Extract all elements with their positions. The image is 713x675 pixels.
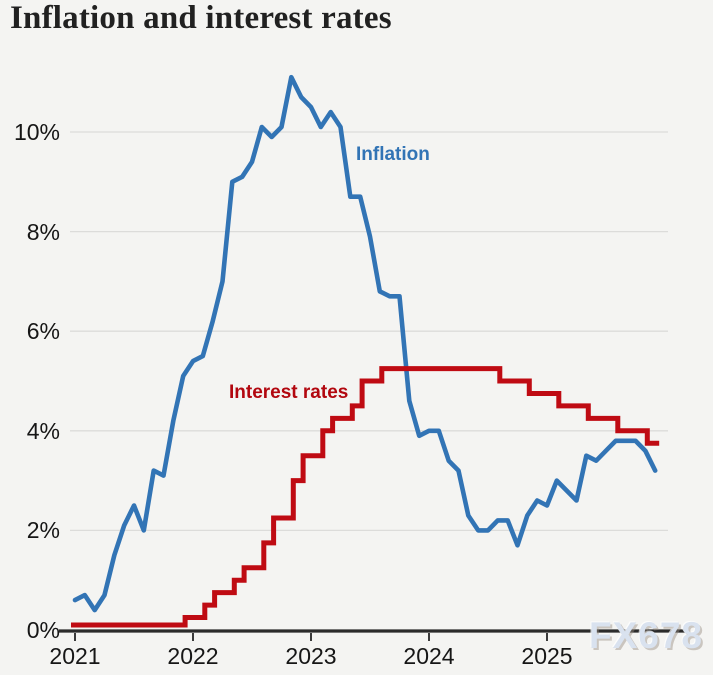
x-axis-label-2021: 2021 <box>49 643 101 669</box>
x-axis-label-2023: 2023 <box>285 643 337 669</box>
x-axis-label-2022: 2022 <box>167 643 219 669</box>
y-axis-label-10: 10% <box>13 119 60 145</box>
y-axis-label-4: 4% <box>26 417 60 444</box>
x-axis-label-2025: 2025 <box>521 643 573 669</box>
x-axis-label-2024: 2024 <box>403 643 455 669</box>
interest-rates-line <box>71 366 660 628</box>
inflation-series-label: Inflation <box>356 144 430 165</box>
y-axis-label-6: 6% <box>26 318 60 345</box>
fx678-watermark: FX678 <box>589 615 704 656</box>
y-axis-label-0: 0% <box>26 617 60 643</box>
inflation-line <box>72 74 658 613</box>
interest-rates-series-label: Interest rates <box>229 382 349 403</box>
chart-title: Inflation and interest rates <box>10 0 392 36</box>
y-axis-label-2: 2% <box>26 517 60 544</box>
y-axis-label-8: 8% <box>26 218 60 245</box>
